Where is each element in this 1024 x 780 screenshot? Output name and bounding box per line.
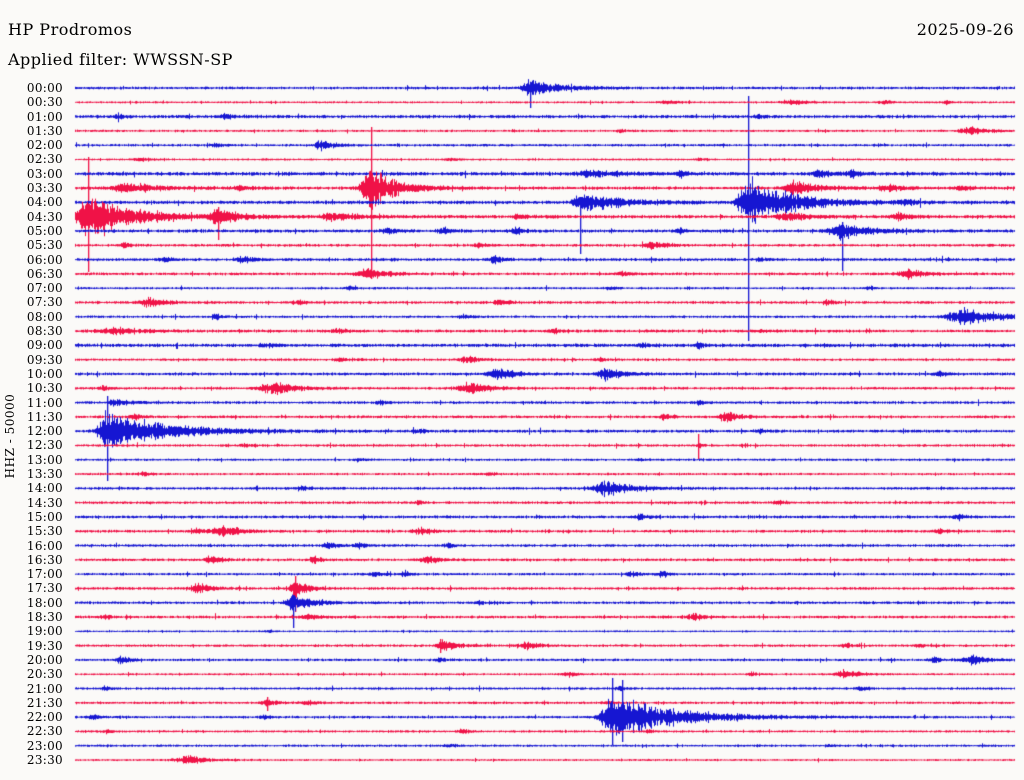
time-label: 22:30 <box>26 724 63 739</box>
time-label: 10:30 <box>26 381 63 396</box>
time-label: 06:30 <box>26 266 63 281</box>
time-label: 11:30 <box>26 409 63 424</box>
time-label: 18:30 <box>26 610 63 625</box>
time-label: 14:00 <box>26 481 63 496</box>
time-label: 00:30 <box>26 95 63 110</box>
time-label: 22:00 <box>26 710 63 725</box>
time-label: 19:30 <box>26 638 63 653</box>
time-label: 08:00 <box>26 309 63 324</box>
time-label: 14:30 <box>26 495 63 510</box>
time-label: 20:00 <box>26 652 63 667</box>
time-label: 23:00 <box>26 738 63 753</box>
time-label: 15:00 <box>26 509 63 524</box>
time-label: 19:00 <box>26 624 63 639</box>
time-label: 08:30 <box>26 324 63 339</box>
time-label: 04:30 <box>26 209 63 224</box>
time-label: 16:00 <box>26 538 63 553</box>
time-label: 21:30 <box>26 695 63 710</box>
time-label: 09:30 <box>26 352 63 367</box>
time-label: 17:00 <box>26 567 63 582</box>
time-label: 20:30 <box>26 667 63 682</box>
time-label: 03:00 <box>26 166 63 181</box>
time-label: 04:00 <box>26 195 63 210</box>
time-label: 21:00 <box>26 681 63 696</box>
time-label: 12:00 <box>26 424 63 439</box>
time-label: 11:00 <box>26 395 63 410</box>
time-label: 13:30 <box>26 467 63 482</box>
record-date: 2025-09-26 <box>916 20 1014 39</box>
page-title: HP Prodromos <box>8 20 133 39</box>
time-label: 16:30 <box>26 552 63 567</box>
filter-label: Applied filter: WWSSN-SP <box>8 50 233 69</box>
time-label: 01:30 <box>26 123 63 138</box>
time-label: 18:00 <box>26 595 63 610</box>
time-label: 01:00 <box>26 109 63 124</box>
time-label: 05:30 <box>26 238 63 253</box>
time-label: 05:00 <box>26 223 63 238</box>
time-label: 10:00 <box>26 366 63 381</box>
time-label: 02:30 <box>26 152 63 167</box>
time-label: 09:00 <box>26 338 63 353</box>
time-label: 15:30 <box>26 524 63 539</box>
time-label: 00:00 <box>26 81 63 95</box>
time-label: 02:00 <box>26 138 63 153</box>
y-axis-label: HHZ - 50000 <box>3 393 17 479</box>
time-label: 07:30 <box>26 295 63 310</box>
time-label: 06:00 <box>26 252 63 267</box>
time-label: 13:00 <box>26 452 63 467</box>
time-label: 12:30 <box>26 438 63 453</box>
time-label: 23:30 <box>26 753 63 767</box>
time-label: 07:00 <box>26 281 63 296</box>
time-label: 03:30 <box>26 181 63 196</box>
time-label: 17:30 <box>26 581 63 596</box>
